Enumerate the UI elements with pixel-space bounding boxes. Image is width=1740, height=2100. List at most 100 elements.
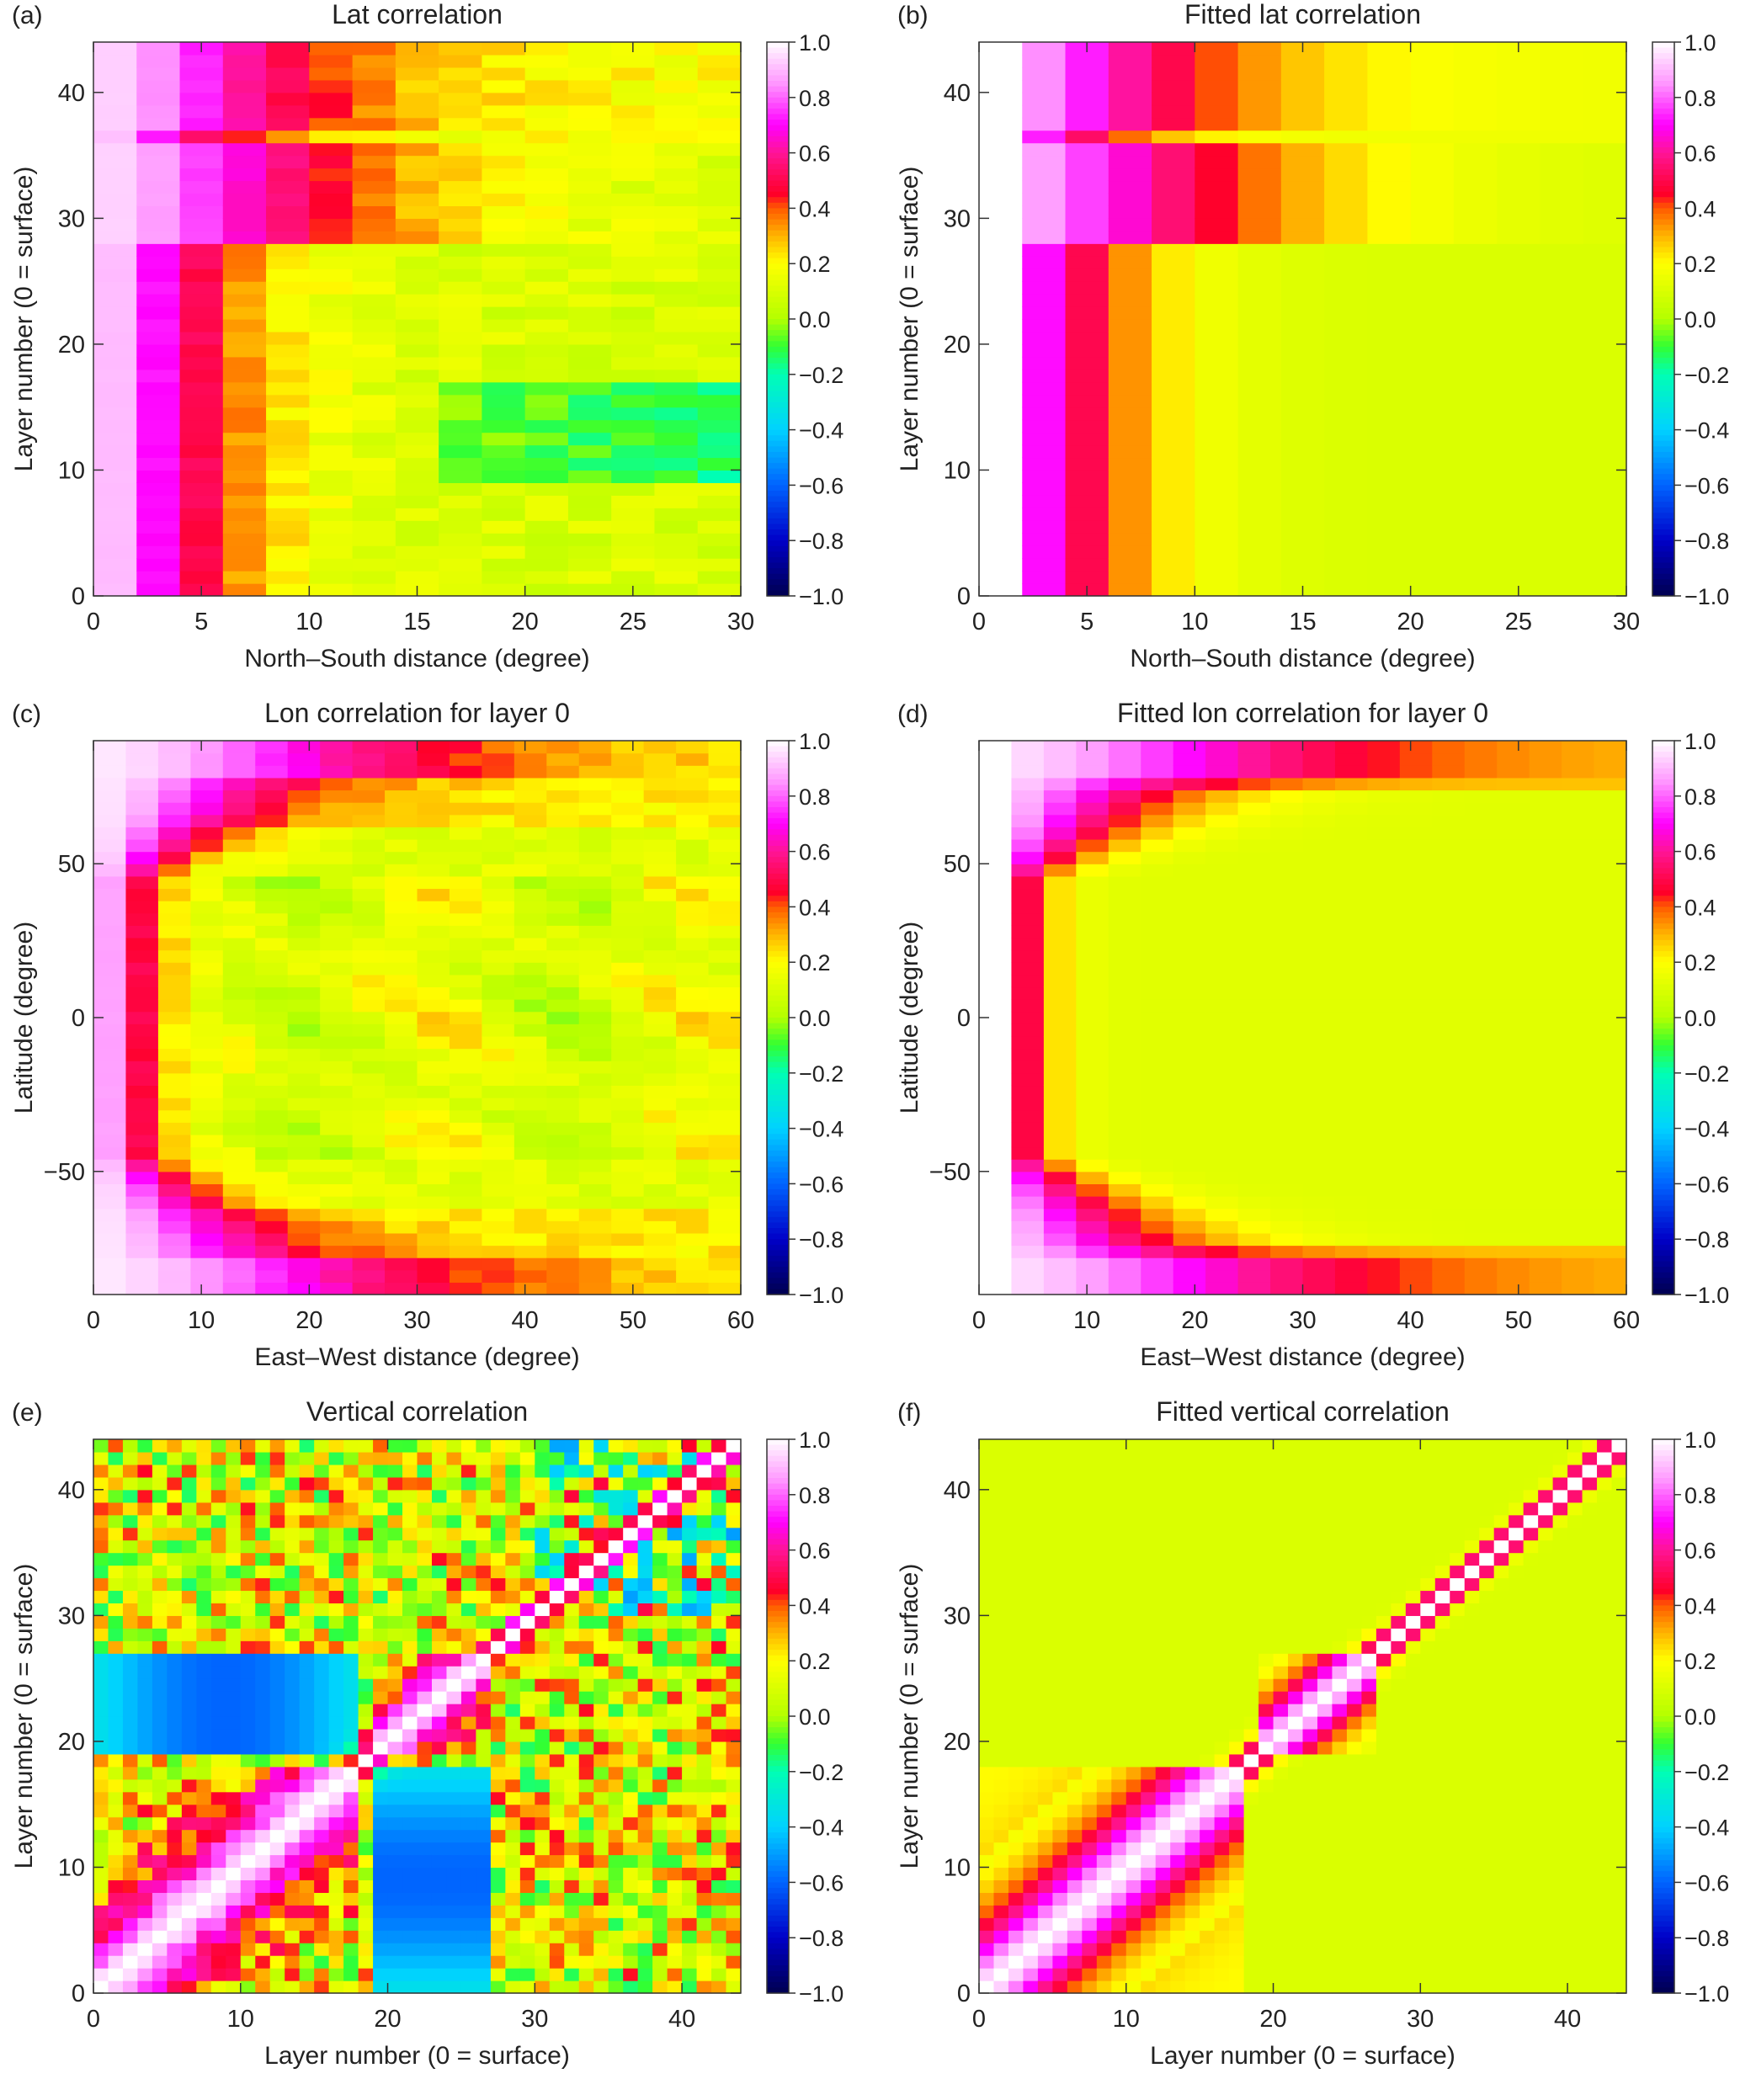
heatmap-cell	[1109, 369, 1152, 383]
heatmap-cell	[1066, 105, 1109, 119]
heatmap-cell	[320, 1209, 353, 1221]
heatmap-cell	[432, 1704, 447, 1717]
heatmap-cell	[446, 1830, 461, 1843]
heatmap-cell	[359, 1678, 374, 1692]
heatmap-cell	[388, 1666, 403, 1679]
heatmap-cell	[1497, 344, 1540, 358]
heatmap-cell	[353, 1172, 386, 1184]
heatmap-cell	[285, 1817, 300, 1831]
heatmap-cell	[182, 1603, 197, 1616]
heatmap-cell	[180, 407, 224, 421]
heatmap-cell	[514, 1147, 547, 1160]
heatmap-cell	[285, 1540, 300, 1554]
heatmap-cell	[1022, 306, 1066, 320]
heatmap-cell	[1497, 1220, 1530, 1233]
colorbar-segment	[767, 1140, 789, 1146]
heatmap-cell	[1324, 306, 1368, 320]
heatmap-cell	[568, 268, 612, 282]
heatmap-cell	[1303, 876, 1336, 889]
heatmap-cell	[309, 495, 353, 508]
heatmap-cell	[1367, 1196, 1400, 1209]
heatmap-cell	[1454, 118, 1498, 131]
heatmap-cell	[1540, 156, 1583, 169]
heatmap-cell	[1022, 193, 1066, 206]
heatmap-cell	[196, 1553, 211, 1566]
heatmap-cells	[979, 42, 1627, 597]
colorbar-segment	[767, 458, 789, 464]
heatmap-cell	[654, 445, 698, 459]
colorbar-segment	[767, 774, 789, 779]
colorbar-segment	[767, 263, 789, 269]
heatmap-cell	[1367, 168, 1411, 182]
heatmap-cell	[482, 1023, 514, 1036]
colorbar-segment	[1652, 385, 1674, 391]
colorbar-segment	[1652, 402, 1674, 408]
heatmap-cell	[1411, 482, 1455, 496]
colorbar-tick-label: −0.6	[799, 1172, 843, 1197]
heatmap-cell	[461, 1943, 476, 1956]
heatmap-cell	[432, 1615, 447, 1629]
heatmap-cell	[482, 130, 525, 144]
heatmap-cell	[1173, 1036, 1206, 1049]
x-tick-label: 25	[1505, 609, 1532, 635]
heatmap-cell	[108, 1477, 123, 1491]
heatmap-cell	[1530, 802, 1562, 815]
heatmap-cell	[255, 1653, 270, 1667]
colorbar-tick-label: 1.0	[1684, 729, 1716, 754]
heatmap-cell	[450, 888, 482, 901]
heatmap-cell	[1454, 495, 1498, 508]
heatmap-cells	[93, 741, 742, 1295]
heatmap-cell	[611, 1049, 644, 1061]
heatmap-cell	[359, 1603, 374, 1616]
heatmap-cell	[644, 1257, 677, 1270]
heatmap-cell	[579, 876, 612, 889]
heatmap-cell	[1367, 268, 1411, 282]
colorbar-segment	[767, 923, 789, 929]
heatmap-cell	[418, 802, 450, 815]
heatmap-cell	[676, 1061, 709, 1073]
heatmap-cell	[266, 218, 310, 231]
heatmap-cell	[373, 1691, 388, 1704]
heatmap-cell	[1303, 1282, 1336, 1295]
heatmap-cell	[568, 193, 612, 206]
heatmap-cell	[1205, 975, 1238, 987]
heatmap-cell	[255, 1023, 288, 1036]
heatmap-cell	[611, 558, 655, 572]
heatmap-cell	[1367, 520, 1411, 534]
heatmap-cell	[432, 1968, 447, 1981]
heatmap-cell	[270, 1653, 285, 1667]
heatmap-cell	[1530, 1246, 1562, 1258]
heatmap-cell	[1583, 508, 1627, 521]
colorbar-segment	[767, 1050, 789, 1056]
heatmap-cell	[158, 741, 191, 753]
heatmap-cell	[450, 827, 482, 839]
heatmap-cell	[1497, 193, 1540, 206]
heatmap-cell	[137, 1528, 152, 1541]
heatmap-cell	[979, 268, 1023, 282]
heatmap-cell	[432, 1754, 447, 1768]
colorbar-segment	[1652, 540, 1674, 546]
heatmap-cell	[285, 1528, 300, 1541]
heatmap-cell	[1367, 118, 1411, 131]
heatmap-cell	[353, 168, 396, 182]
heatmap-cell	[1152, 344, 1195, 358]
heatmap-cell	[1066, 382, 1109, 396]
heatmap-cell	[644, 1209, 677, 1221]
heatmap-cell	[446, 1439, 461, 1453]
heatmap-cell	[1583, 395, 1627, 408]
y-tick-label: 0	[72, 583, 85, 610]
heatmap-cell	[196, 1603, 211, 1616]
heatmap-cell	[1367, 827, 1400, 839]
colorbar-segment	[1652, 790, 1674, 796]
colorbar-tick-label: −0.4	[1684, 418, 1729, 444]
colorbar-segment	[767, 1001, 789, 1007]
heatmap-cell	[241, 1603, 256, 1616]
heatmap-cell	[402, 1566, 418, 1579]
colorbar-tick-label: 0.8	[1684, 86, 1716, 111]
heatmap-cell	[211, 1566, 226, 1579]
heatmap-cell	[1195, 520, 1238, 534]
heatmap-cell	[1324, 407, 1368, 421]
heatmap-cell	[1497, 950, 1530, 963]
heatmap-cell	[211, 1955, 226, 1969]
heatmap-cell	[1141, 852, 1173, 864]
